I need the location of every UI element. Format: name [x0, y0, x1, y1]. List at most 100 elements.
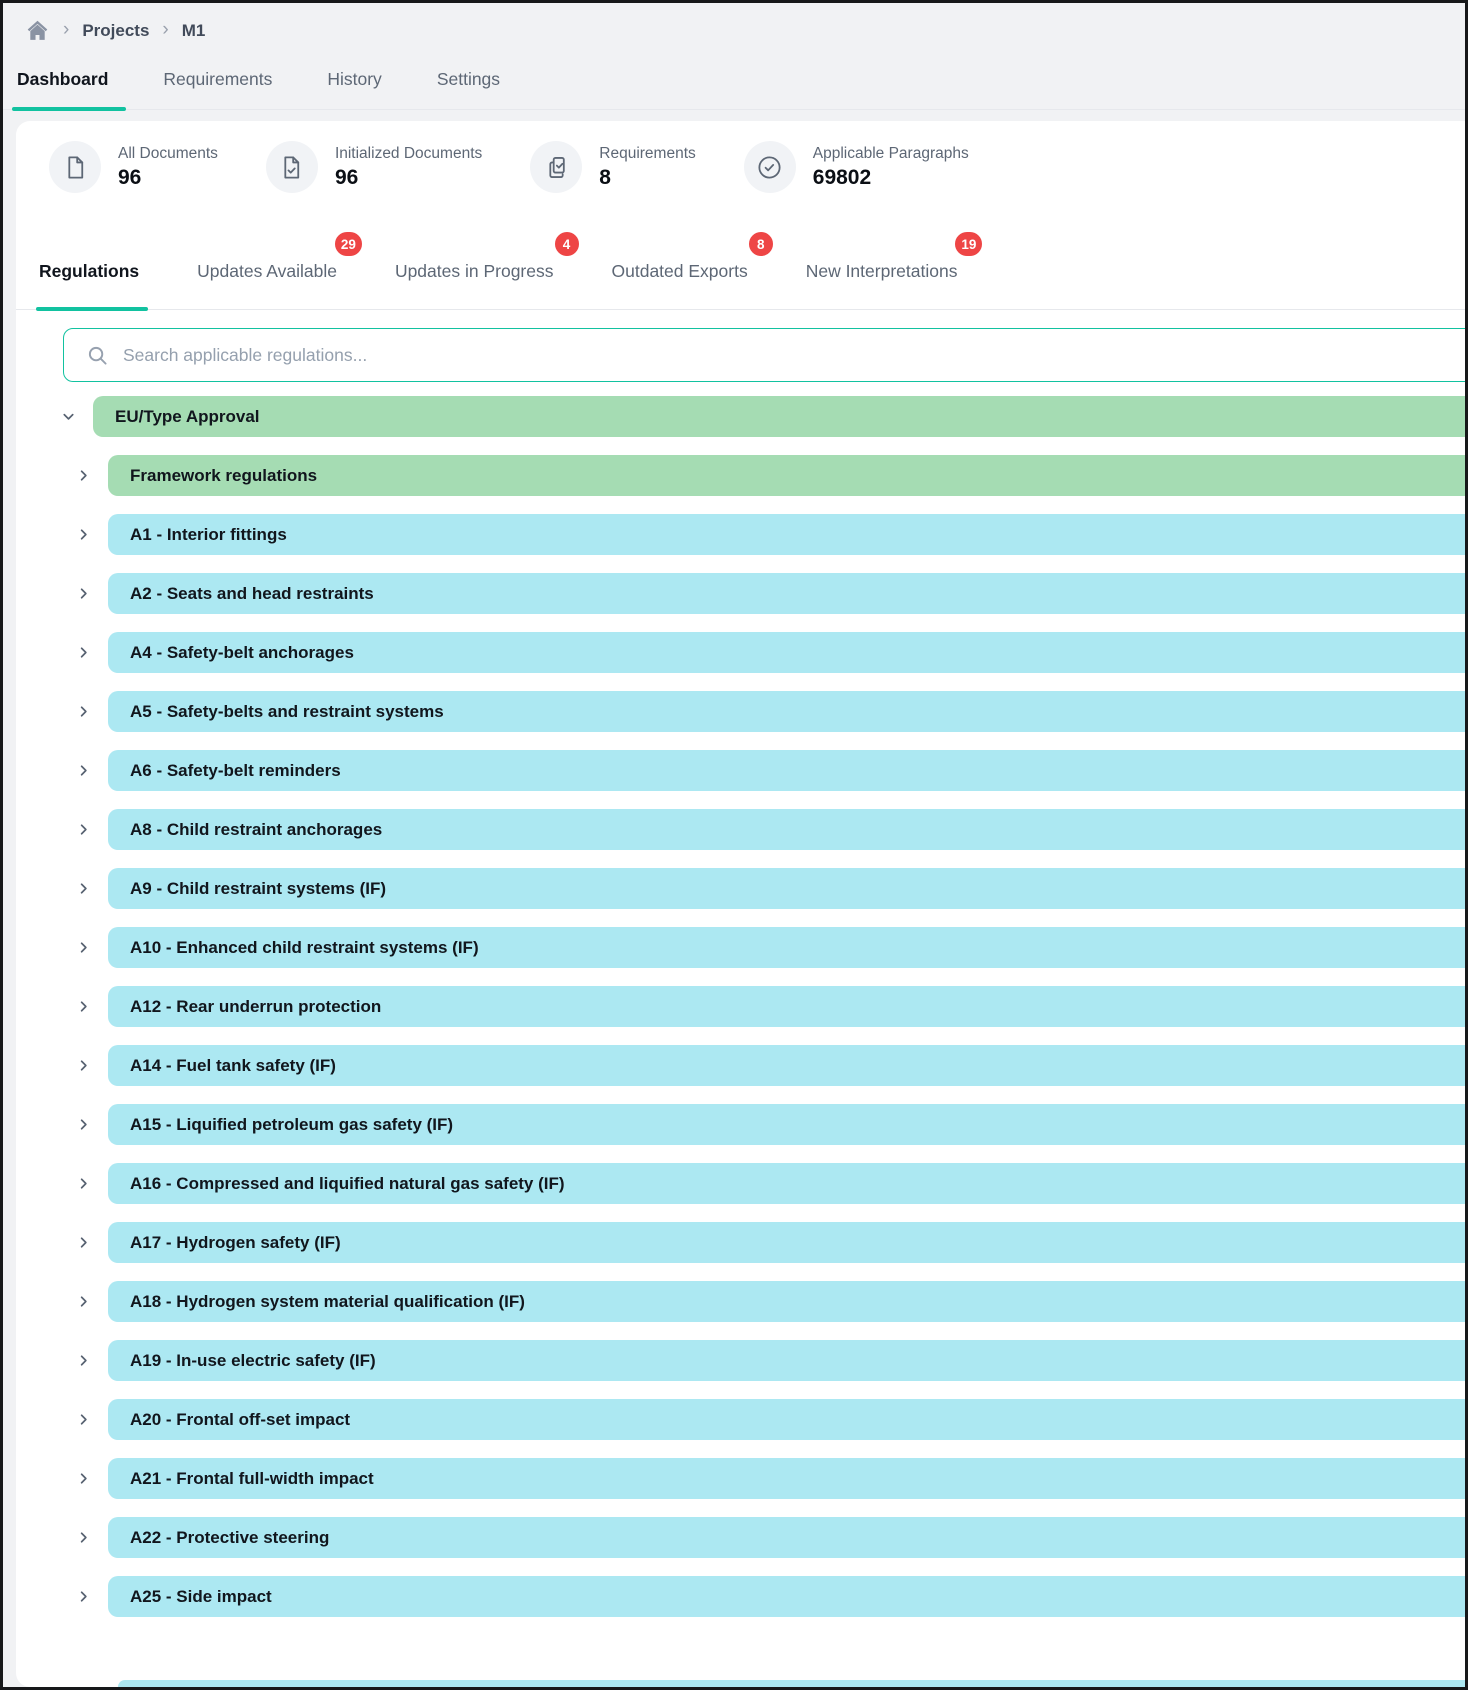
count-badge: 29: [332, 230, 364, 258]
stat-value: 96: [118, 165, 142, 189]
stat-label: Requirements: [599, 144, 696, 162]
main-tab-requirements[interactable]: Requirements: [163, 69, 273, 89]
sub-tab-updates-in-progress[interactable]: Updates in Progress 4: [395, 230, 581, 309]
chevron-right-icon[interactable]: [75, 1530, 91, 1546]
home-icon[interactable]: [25, 18, 50, 43]
chevron-right-icon[interactable]: [75, 704, 91, 720]
stat-value: 69802: [812, 165, 872, 189]
stat-card: Initialized Documents 96: [265, 141, 483, 193]
stat-card: Requirements 8: [530, 141, 696, 193]
tree-row-label[interactable]: A9 - Child restraint systems (IF): [108, 868, 1465, 909]
tree-row-label[interactable]: A8 - Child restraint anchorages: [108, 809, 1465, 850]
tree-row-label[interactable]: A1 - Interior fittings: [108, 514, 1465, 555]
tree-row-label[interactable]: A4 - Safety-belt anchorages: [108, 632, 1465, 673]
chevron-right-icon[interactable]: [75, 822, 91, 838]
chevron-right-icon[interactable]: [75, 1117, 91, 1133]
main-tab-bar: Dashboard Requirements History Settings: [3, 69, 1465, 111]
chevron-right-icon[interactable]: [75, 1235, 91, 1251]
tree-row-label[interactable]: A6 - Safety-belt reminders: [108, 750, 1465, 791]
breadcrumb-item[interactable]: Projects: [82, 20, 150, 40]
count-badge: 8: [746, 230, 775, 258]
count-badge: 19: [953, 230, 985, 258]
sub-tab-regulations[interactable]: Regulations: [35, 243, 149, 311]
tree-row-label[interactable]: A5 - Safety-belts and restraint systems: [108, 691, 1465, 732]
chevron-right-icon[interactable]: [75, 940, 91, 956]
breadcrumb-separator-icon: ›: [63, 18, 70, 40]
tree-row-label[interactable]: A20 - Frontal off-set impact: [108, 1399, 1465, 1440]
main-tab-history[interactable]: History: [327, 69, 382, 89]
stats-row: All Documents 96 Initialized Documents 9…: [16, 121, 1465, 193]
tree-row: A6 - Safety-belt reminders: [16, 750, 1465, 791]
chevron-right-icon[interactable]: [75, 1176, 91, 1192]
sub-tab-updates-available[interactable]: Updates Available 29: [197, 230, 364, 309]
tree-row-label[interactable]: EU/Type Approval: [93, 396, 1465, 437]
chevron-right-icon[interactable]: [75, 1471, 91, 1487]
chevron-right-icon[interactable]: [75, 586, 91, 602]
tree-row-label[interactable]: A25 - Side impact: [108, 1576, 1465, 1617]
chevron-right-icon[interactable]: [75, 1589, 91, 1605]
tree-row: A16 - Compressed and liquified natural g…: [16, 1163, 1465, 1204]
sub-tab-bar: Regulations Updates Available 29 Updates…: [16, 230, 1465, 311]
tree-row: Framework regulations: [16, 455, 1465, 496]
sub-tab-new-interpretations[interactable]: New Interpretations 19: [806, 230, 985, 309]
stat-value: 96: [334, 165, 359, 189]
sub-tab-outdated-exports[interactable]: Outdated Exports 8: [612, 230, 775, 309]
tree-row-label[interactable]: A15 - Liquified petroleum gas safety (IF…: [108, 1104, 1465, 1145]
tree-row: EU/Type Approval: [16, 396, 1465, 437]
chevron-right-icon[interactable]: [75, 468, 91, 484]
tree-row: A10 - Enhanced child restraint systems (…: [16, 927, 1465, 968]
chevron-right-icon[interactable]: [75, 1412, 91, 1428]
chevron-right-icon[interactable]: [75, 527, 91, 543]
tree-row-label[interactable]: A10 - Enhanced child restraint systems (…: [108, 927, 1465, 968]
chevron-right-icon[interactable]: [75, 763, 91, 779]
tree-row: A25 - Side impact: [16, 1576, 1465, 1617]
main-tab-dashboard[interactable]: Dashboard: [11, 69, 127, 111]
breadcrumb: › Projects › M1: [3, 3, 1465, 43]
tree-row: A22 - Protective steering: [16, 1517, 1465, 1558]
stat-label: Initialized Documents: [334, 144, 483, 162]
tree-row: A18 - Hydrogen system material qualifica…: [16, 1281, 1465, 1322]
chevron-right-icon[interactable]: [75, 1058, 91, 1074]
tree-row-label[interactable]: A16 - Compressed and liquified natural g…: [108, 1163, 1465, 1204]
breadcrumb-separator-icon: ›: [162, 18, 169, 40]
tree-row: A1 - Interior fittings: [16, 514, 1465, 555]
copy-check-icon: [530, 141, 583, 193]
chevron-right-icon[interactable]: [75, 1353, 91, 1369]
chevron-right-icon[interactable]: [75, 645, 91, 661]
stat-card: Applicable Paragraphs 69802: [743, 141, 969, 193]
main-tab-settings[interactable]: Settings: [436, 69, 501, 89]
document-check-icon: [265, 141, 318, 193]
stat-card: All Documents 96: [49, 141, 218, 193]
chevron-right-icon[interactable]: [75, 999, 91, 1015]
stat-label: Applicable Paragraphs: [812, 144, 969, 162]
regulations-tree: EU/Type Approval Framework regulations A…: [16, 396, 1465, 1617]
chevron-right-icon[interactable]: [75, 881, 91, 897]
tree-row: A8 - Child restraint anchorages: [16, 809, 1465, 850]
partial-next-row: [118, 1680, 1465, 1687]
tree-row-label[interactable]: Framework regulations: [108, 455, 1465, 496]
chevron-right-icon[interactable]: [75, 1294, 91, 1310]
tree-row: A14 - Fuel tank safety (IF): [16, 1045, 1465, 1086]
tree-row: A9 - Child restraint systems (IF): [16, 868, 1465, 909]
tree-row-label[interactable]: A18 - Hydrogen system material qualifica…: [108, 1281, 1465, 1322]
search-input[interactable]: [121, 343, 1465, 367]
tree-row: A4 - Safety-belt anchorages: [16, 632, 1465, 673]
tree-row-label[interactable]: A22 - Protective steering: [108, 1517, 1465, 1558]
document-icon: [49, 141, 101, 193]
breadcrumb-item[interactable]: M1: [181, 20, 206, 40]
dashboard-card: All Documents 96 Initialized Documents 9…: [16, 121, 1465, 1687]
tree-row-label[interactable]: A2 - Seats and head restraints: [108, 573, 1465, 614]
search-icon: [87, 345, 108, 366]
tree-row-label[interactable]: A17 - Hydrogen safety (IF): [108, 1222, 1465, 1263]
tree-row-label[interactable]: A14 - Fuel tank safety (IF): [108, 1045, 1465, 1086]
stat-label: All Documents: [118, 144, 218, 162]
tree-row-label[interactable]: A12 - Rear underrun protection: [108, 986, 1465, 1027]
stat-value: 8: [599, 165, 611, 189]
chevron-down-icon[interactable]: [60, 409, 76, 425]
circle-check-icon: [743, 141, 796, 193]
count-badge: 4: [552, 230, 581, 258]
tree-row-label[interactable]: A21 - Frontal full-width impact: [108, 1458, 1465, 1499]
tree-row: A15 - Liquified petroleum gas safety (IF…: [16, 1104, 1465, 1145]
tree-row-label[interactable]: A19 - In-use electric safety (IF): [108, 1340, 1465, 1381]
